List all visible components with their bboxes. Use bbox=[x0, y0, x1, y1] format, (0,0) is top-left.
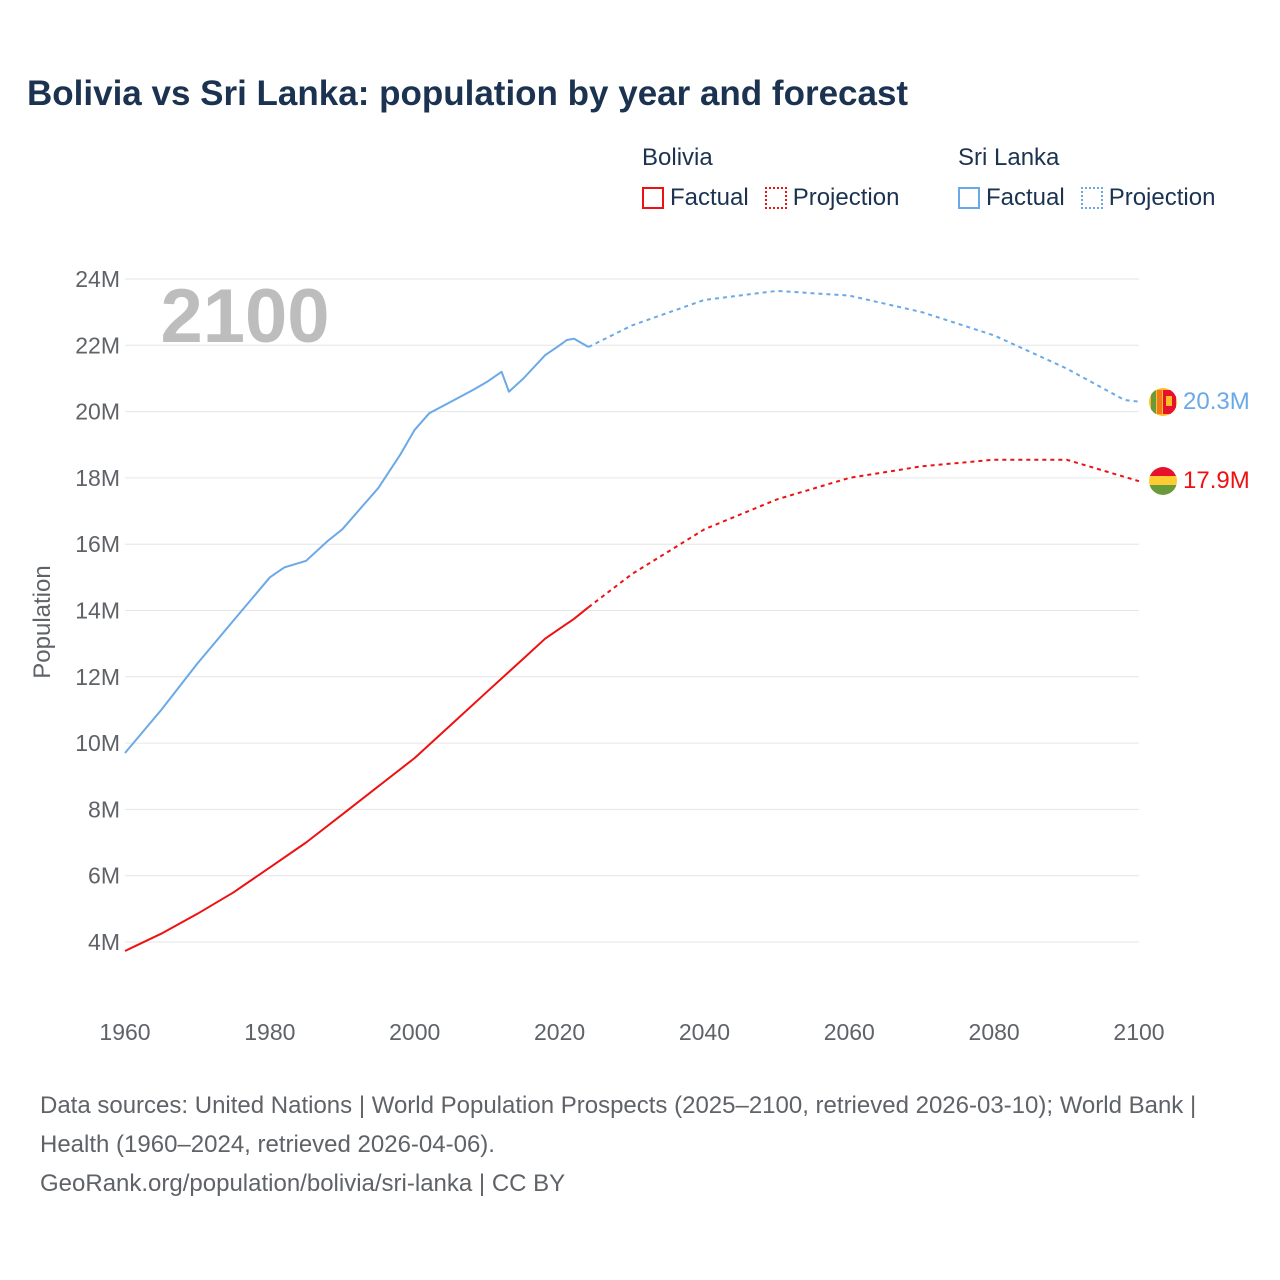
legend-group-bolivia: Bolivia Factual Projection bbox=[642, 144, 899, 212]
bolivia-projection-line bbox=[587, 458, 1140, 608]
sri-lanka-factual-line bbox=[124, 337, 589, 754]
y-tick-label: 22M bbox=[75, 332, 120, 358]
legend-group-label: Sri Lanka bbox=[958, 144, 1060, 171]
chart-title: Bolivia vs Sri Lanka: population by year… bbox=[27, 74, 909, 113]
y-tick-label: 16M bbox=[75, 531, 120, 557]
y-tick-label: 8M bbox=[88, 796, 120, 822]
dotted-swatch-icon bbox=[1080, 187, 1103, 209]
sri-lanka-projection-line bbox=[588, 289, 1140, 403]
legend-label: Factual bbox=[670, 184, 749, 211]
legend-group-label: Bolivia bbox=[642, 144, 713, 171]
legend-sri-lanka-factual[interactable]: Factual bbox=[958, 184, 1065, 212]
y-axis-label: Population bbox=[29, 565, 56, 678]
y-tick-label: 4M bbox=[88, 929, 120, 955]
legend-label: Projection bbox=[1108, 184, 1216, 211]
y-tick-label: 14M bbox=[75, 598, 120, 624]
y-tick-label: 20M bbox=[75, 399, 120, 425]
data-sources: Data sources: United Nations | World Pop… bbox=[40, 1092, 1197, 1158]
x-tick-label: 1960 bbox=[99, 1019, 150, 1045]
legend-sri-lanka-projection[interactable]: Projection bbox=[1080, 184, 1216, 212]
x-tick-label: 2020 bbox=[534, 1019, 585, 1045]
y-tick-label: 24M bbox=[75, 266, 120, 292]
y-tick-label: 12M bbox=[75, 664, 120, 690]
legend-bolivia-projection[interactable]: Projection bbox=[764, 184, 900, 212]
sri-lanka-end-label: 20.3M bbox=[1183, 388, 1250, 415]
legend-group-sri-lanka: Sri Lanka Factual Projection bbox=[958, 144, 1215, 212]
x-tick-label: 2080 bbox=[969, 1019, 1020, 1045]
footer: Data sources: United Nations | World Pop… bbox=[40, 1086, 1240, 1203]
x-tick-label: 1980 bbox=[244, 1019, 295, 1045]
legend-bolivia-factual[interactable]: Factual bbox=[642, 184, 749, 212]
y-tick-label: 10M bbox=[75, 730, 120, 756]
bolivia-end-label: 17.9M bbox=[1183, 467, 1250, 494]
legend-label: Projection bbox=[792, 184, 900, 211]
x-tick-label: 2100 bbox=[1113, 1019, 1164, 1045]
credit-link[interactable]: GeoRank.org/population/bolivia/sri-lanka… bbox=[40, 1170, 566, 1197]
bolivia-flag-icon bbox=[1149, 467, 1177, 495]
bolivia-factual-line bbox=[124, 606, 590, 952]
x-tick-label: 2060 bbox=[824, 1019, 875, 1045]
x-tick-label: 2000 bbox=[389, 1019, 440, 1045]
sri-lanka-flag-icon bbox=[1149, 388, 1177, 416]
solid-swatch-icon bbox=[642, 187, 664, 209]
y-tick-label: 18M bbox=[75, 465, 120, 491]
legend-label: Factual bbox=[986, 184, 1065, 211]
year-watermark: 2100 bbox=[160, 274, 329, 359]
y-tick-label: 6M bbox=[88, 863, 120, 889]
dotted-swatch-icon bbox=[764, 187, 787, 209]
solid-swatch-icon bbox=[958, 187, 980, 209]
x-tick-label: 2040 bbox=[679, 1019, 730, 1045]
